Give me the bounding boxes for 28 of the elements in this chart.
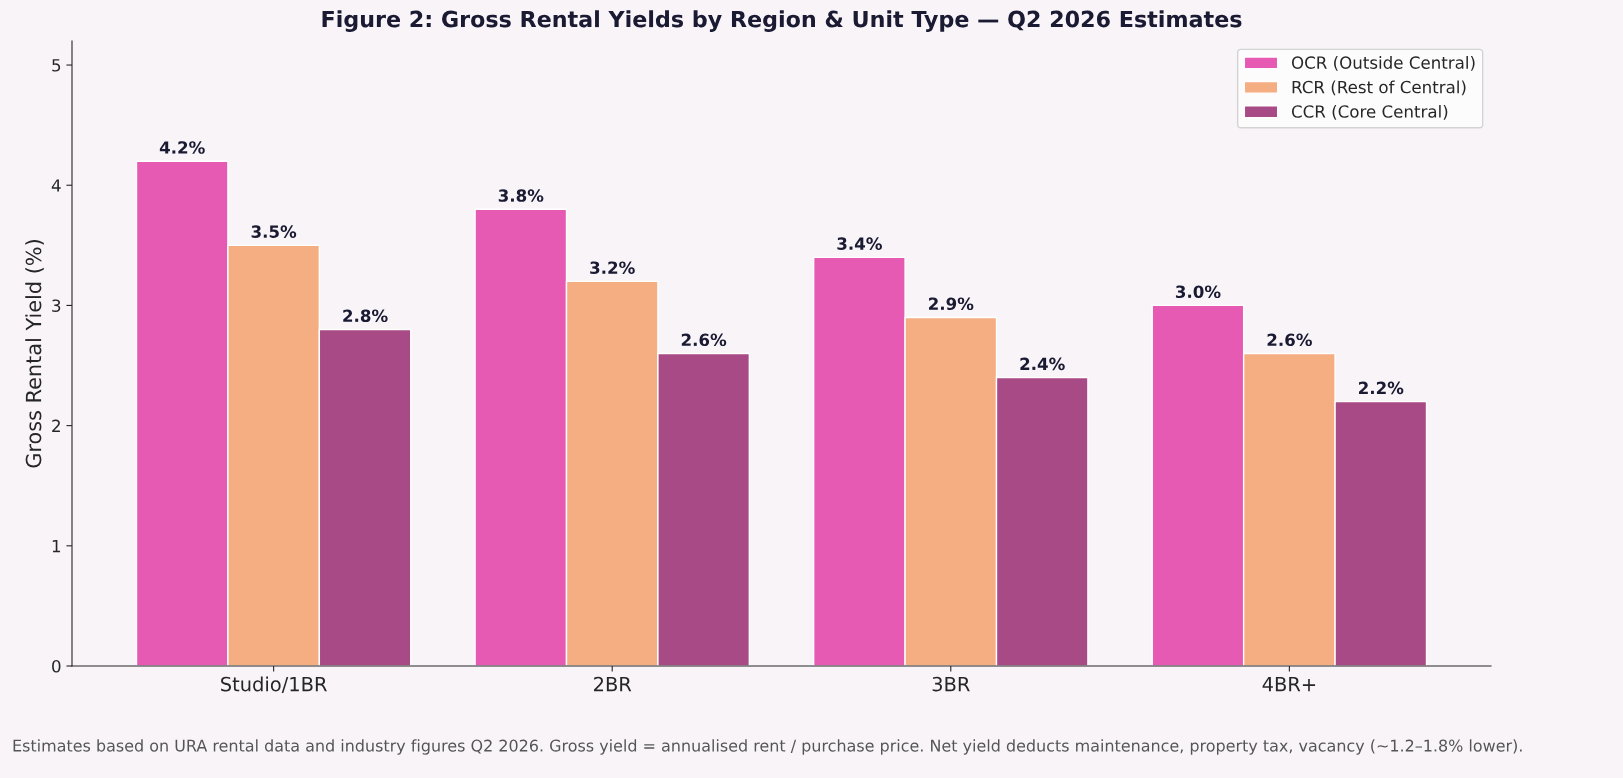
data-label: 3.8% bbox=[498, 189, 544, 202]
y-tick-label: 5 bbox=[52, 59, 61, 72]
data-label: 2.6% bbox=[681, 333, 727, 347]
data-label: 2.2% bbox=[1359, 381, 1404, 395]
y-axis-title: Gross Rental Yield (%) bbox=[25, 240, 44, 468]
data-label: 2.4% bbox=[1020, 357, 1065, 371]
data-label: 2.6% bbox=[1267, 333, 1312, 347]
y-tick-label: 0 bbox=[52, 659, 61, 673]
data-label: 2.9% bbox=[929, 297, 974, 311]
chart-title: Figure 2: Gross Rental Yields by Region & Unit Type — Q2 2026 Estimates bbox=[322, 10, 1242, 32]
y-tick-label: 2 bbox=[52, 419, 60, 432]
data-label: 4.2% bbox=[159, 141, 205, 154]
data-label: 3.4% bbox=[837, 237, 882, 250]
y-tick-label: 4 bbox=[51, 179, 61, 192]
legend-label: CCR (Core Central) bbox=[1291, 104, 1448, 120]
y-tick-label: 3 bbox=[52, 299, 61, 312]
x-tick-label: 4BR+ bbox=[1262, 677, 1316, 692]
legend-label: RCR (Rest of Central) bbox=[1292, 80, 1466, 96]
x-tick-label: 3BR bbox=[932, 676, 970, 692]
data-label: 3.5% bbox=[251, 225, 297, 238]
legend-label: OCR (Outside Central) bbox=[1291, 56, 1475, 71]
data-label: 3.0% bbox=[1175, 285, 1221, 299]
data-label: 3.2% bbox=[590, 261, 635, 274]
y-tick-label: 1 bbox=[52, 539, 61, 553]
x-tick-label: 2BR bbox=[594, 676, 632, 692]
text: Estimates based on URA rental data and industry figures Q2 2026. Gross yield = annualised rent / purchase price. Net yield deducts maintenance, property tax, vacancy (~1.2–1.8% lower). bbox=[13, 739, 1522, 755]
data-label: 2.8% bbox=[343, 309, 388, 323]
x-tick-label: Studio/1BR bbox=[221, 676, 327, 693]
